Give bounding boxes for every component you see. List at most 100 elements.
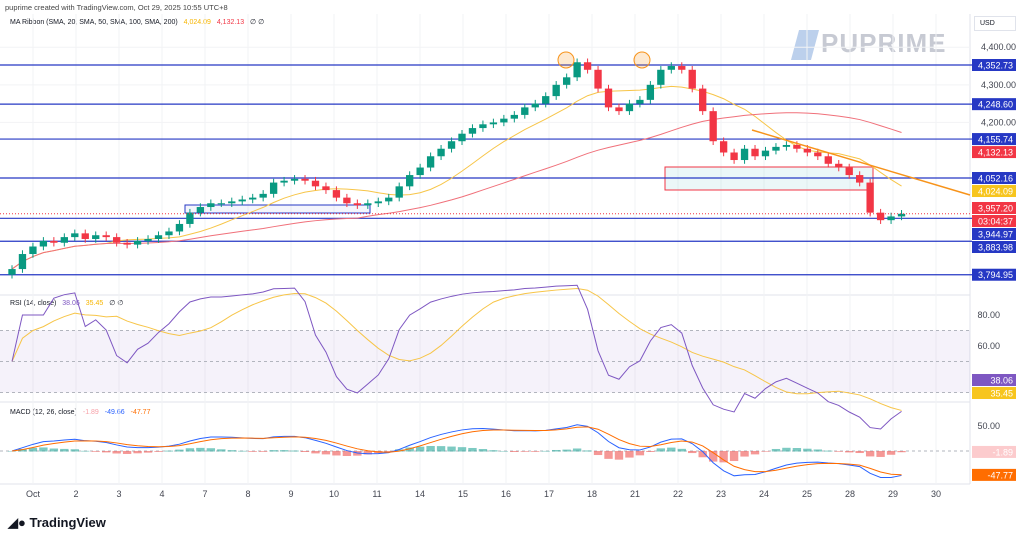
macd-tick-label: 50.00 <box>977 421 1000 431</box>
macd-histogram-bar <box>196 447 205 452</box>
level-badge-text: 4,352.73 <box>978 61 1013 71</box>
candle-body <box>196 207 205 213</box>
rsi-legend-v1: 38.06 <box>62 300 80 307</box>
candle-body <box>479 124 487 129</box>
last-price-badge-text: 3,957.20 <box>978 204 1013 214</box>
candle-body <box>18 254 27 270</box>
candle-body <box>322 186 330 191</box>
macd-histogram-bar <box>133 451 142 454</box>
macd-histogram-bar <box>656 448 666 452</box>
candle-body <box>751 148 759 157</box>
ma-legend-name: MA Ribbon (SMA, 20, SMA, 50, SMA, 100, S… <box>10 19 178 26</box>
ma-legend-v3: ∅ <box>250 19 257 26</box>
sma-fast-badge-text: 4,024.09 <box>978 187 1013 197</box>
macd-histogram-bar <box>457 447 467 452</box>
rsi-legend-v3: ∅ <box>109 300 116 307</box>
macd-histogram-bar <box>102 451 111 453</box>
candle-body <box>604 88 613 108</box>
macd-histogram-bar <box>740 451 749 457</box>
macd-histogram-bar <box>49 448 59 452</box>
candle-body <box>761 150 770 157</box>
candle-body <box>112 237 121 243</box>
macd-histogram-bar <box>18 449 27 452</box>
candle-body <box>311 180 320 187</box>
x-tick-label: 28 <box>845 489 855 499</box>
macd-histogram-bar <box>248 451 257 452</box>
currency-button[interactable]: USD <box>974 16 1016 31</box>
price-tick-label: 4,400.00 <box>981 42 1016 52</box>
x-tick-label: 3 <box>116 489 121 499</box>
x-tick-label: 15 <box>458 489 468 499</box>
macd-legend-v3: -47.77 <box>130 409 151 416</box>
candle-body <box>60 237 68 243</box>
candle-body <box>406 175 414 187</box>
macd-histogram-bar <box>122 451 132 454</box>
macd-histogram-bar <box>447 446 456 452</box>
macd-badge <box>972 468 1016 481</box>
macd-histogram-bar <box>342 451 352 457</box>
candle-body <box>489 122 498 125</box>
tv-logo-text: TradingView <box>29 515 106 530</box>
countdown-badge-text: 03:04:37 <box>978 217 1013 227</box>
macd-histogram-bar <box>300 451 310 452</box>
macd-histogram-bar <box>792 448 802 452</box>
candle-body <box>102 235 110 238</box>
candle-body <box>395 186 403 198</box>
candle-body <box>573 62 581 78</box>
ma-legend[interactable]: MA Ribbon (SMA, 20, SMA, 50, SMA, 100, S… <box>10 18 264 26</box>
macd-histogram-bar <box>206 448 216 452</box>
macd-histogram-bar <box>415 446 425 452</box>
candle-body <box>290 178 299 181</box>
macd-histogram-bar <box>468 447 477 452</box>
macd-badge-text: -47.77 <box>987 470 1013 480</box>
macd-histogram-bar <box>39 447 48 452</box>
ma-legend-v2: 4,132.13 <box>216 19 245 26</box>
candle-body <box>165 231 173 236</box>
macd-histogram-bar <box>7 451 17 452</box>
macd-histogram-bar <box>761 451 770 452</box>
level-badge <box>972 268 1016 281</box>
macd-histogram-bar <box>646 451 655 452</box>
candle-body <box>238 199 246 202</box>
candle-body <box>782 144 791 147</box>
x-tick-label: 24 <box>759 489 769 499</box>
candle-body <box>866 182 874 213</box>
macd-legend-v1: -1.89 <box>82 409 99 416</box>
macd-histogram-bar <box>593 451 603 456</box>
macd-histogram-bar <box>217 449 226 452</box>
candle-body <box>217 203 225 205</box>
macd-histogram-bar <box>81 450 90 452</box>
candle-body <box>416 167 424 176</box>
macd-histogram-bar <box>520 451 529 452</box>
macd-histogram-bar <box>562 449 571 452</box>
tradingview-logo[interactable]: ◢● TradingView <box>8 515 106 531</box>
macd-histogram-bar <box>227 450 236 452</box>
candle-body <box>50 240 58 243</box>
candle-body <box>71 233 79 238</box>
candle-body <box>175 223 184 232</box>
candle-body <box>364 203 372 206</box>
macd-histogram-bar <box>363 451 372 455</box>
rsi-band <box>0 330 970 393</box>
tv-icon: ◢● <box>8 515 26 530</box>
x-tick-label: 21 <box>630 489 640 499</box>
candle-body <box>542 96 550 104</box>
x-tick-label: 8 <box>245 489 250 499</box>
countdown-badge <box>972 215 1016 227</box>
rsi-badge <box>972 374 1016 387</box>
x-tick-label: 23 <box>716 489 726 499</box>
x-tick-label: 29 <box>888 489 898 499</box>
x-tick-label: 14 <box>415 489 425 499</box>
rsi-badge-text: 38.06 <box>990 376 1013 386</box>
x-tick-label: 7 <box>202 489 207 499</box>
x-tick-label: 11 <box>372 489 381 499</box>
candle-body <box>824 156 832 164</box>
candle-body <box>730 152 738 161</box>
rsi-legend-v2: 35.45 <box>85 300 104 307</box>
macd-legend[interactable]: MACD (12, 26, close) -1.89 -49.66 -47.77 <box>10 409 150 416</box>
macd-histogram-bar <box>865 451 875 457</box>
candle-body <box>81 233 89 239</box>
candle-body <box>887 216 895 221</box>
macd-histogram-bar <box>269 450 278 452</box>
